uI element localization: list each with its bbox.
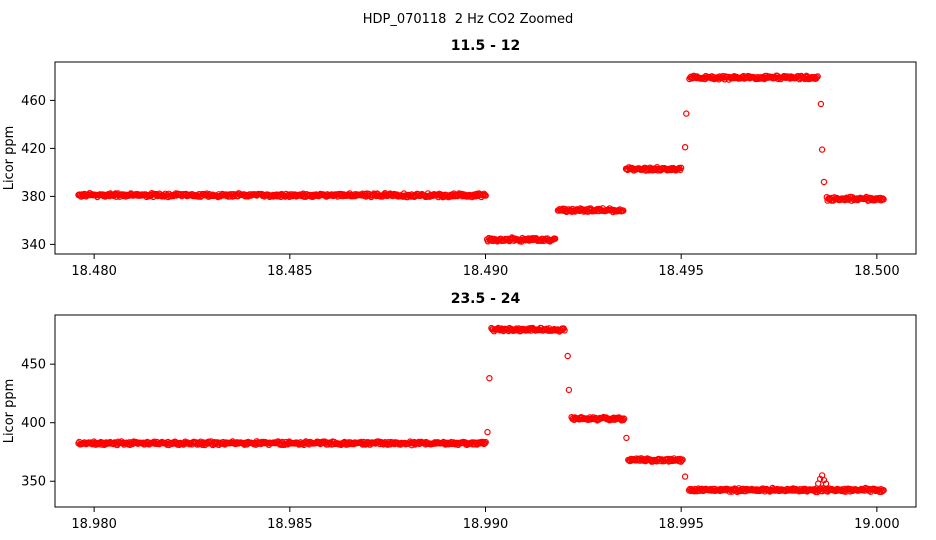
chart-panel-bottom: 23.5 - 24 18.980 18.985 18.990 18.995 19.000 3… <box>0 287 936 540</box>
x-tick-label: 18.500 <box>854 264 900 279</box>
transition-point <box>565 386 573 394</box>
data-points <box>75 72 887 245</box>
transition-point <box>486 374 493 382</box>
x-tick-label: 18.490 <box>463 264 509 279</box>
figure-title: HDP_070118 2 Hz CO2 Zoomed <box>362 12 574 27</box>
transition-point <box>681 473 689 480</box>
y-axis-label: Licor ppm <box>2 126 17 191</box>
x-tick-label: 18.985 <box>267 517 313 532</box>
x-tick-label: 18.485 <box>267 264 313 279</box>
y-tick-label: 450 <box>21 358 46 373</box>
y-tick-label: 340 <box>21 238 46 253</box>
panel-title: 11.5 - 12 <box>451 38 521 54</box>
chart-svg: 23.5 - 24 18.980 18.985 18.990 18.995 19.000 3… <box>2 291 917 532</box>
panel-title: 23.5 - 24 <box>451 291 521 307</box>
y-tick-label: 400 <box>21 416 46 431</box>
y-axis: 340 380 420 460 <box>21 94 55 253</box>
x-tick-label: 18.480 <box>71 264 117 279</box>
x-axis: 18.980 18.985 18.990 18.995 19.000 <box>71 507 900 532</box>
plot-box <box>54 61 917 255</box>
x-tick-label: 18.990 <box>463 517 509 532</box>
chart-panel-top: 11.5 - 12 18.480 18.485 18.490 18.495 18.500 3… <box>0 34 936 287</box>
y-axis-label: Licor ppm <box>2 379 17 444</box>
transition-point <box>822 480 830 487</box>
y-tick-label: 380 <box>21 190 46 205</box>
x-tick-label: 18.995 <box>658 517 704 532</box>
chart-svg: 11.5 - 12 18.480 18.485 18.490 18.495 18.500 3… <box>2 38 917 279</box>
x-tick-label: 19.000 <box>854 517 900 532</box>
plot-box <box>54 314 917 508</box>
x-tick-label: 18.980 <box>71 517 117 532</box>
transition-point <box>820 178 828 186</box>
data-points <box>75 324 887 496</box>
y-tick-label: 420 <box>21 142 46 157</box>
transition-point <box>817 100 825 108</box>
transition-point <box>818 146 826 153</box>
transition-point <box>484 428 491 436</box>
y-tick-label: 350 <box>21 475 46 490</box>
transition-point <box>564 352 571 360</box>
transition-point <box>681 143 689 151</box>
x-tick-label: 18.495 <box>658 264 704 279</box>
transition-point <box>683 110 690 117</box>
y-axis: 350 400 450 <box>21 358 55 490</box>
transition-point <box>623 434 630 442</box>
y-tick-label: 460 <box>21 94 46 109</box>
x-axis: 18.480 18.485 18.490 18.495 18.500 <box>71 254 900 279</box>
